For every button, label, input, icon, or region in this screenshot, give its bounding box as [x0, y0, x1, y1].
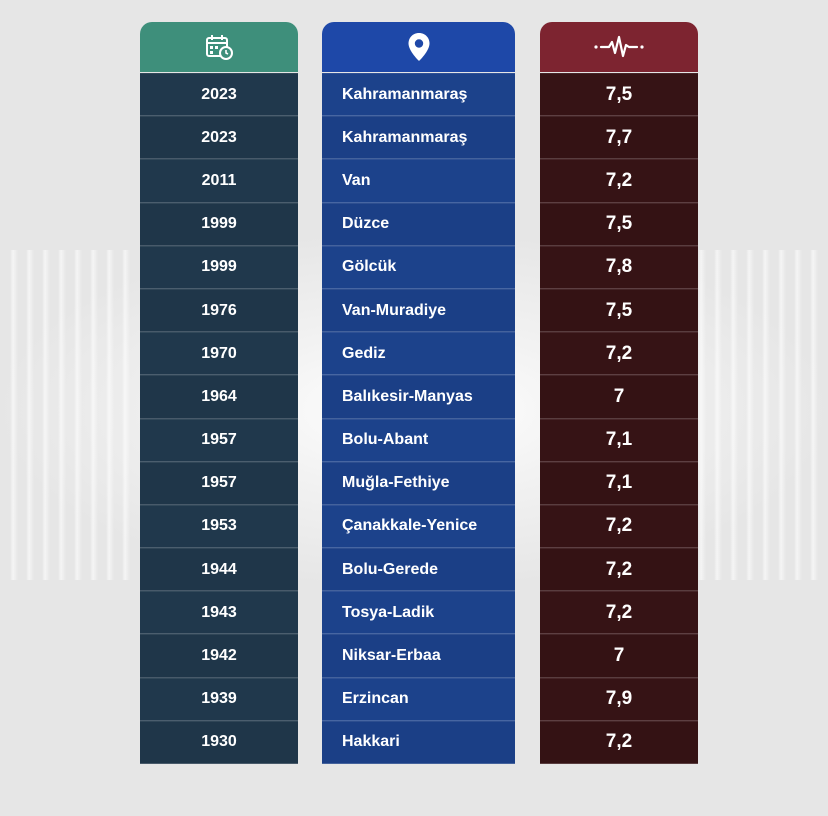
- location-cell: Gölcük: [322, 245, 515, 289]
- year-cell: 1942: [140, 634, 298, 678]
- location-cell: Çanakkale-Yenice: [322, 504, 515, 549]
- location-list: Kahramanmaraş Kahramanmaraş Van Düzce Gölcük…: [322, 73, 515, 764]
- magnitude-cell: 7,8: [540, 245, 698, 289]
- magnitude-cell: 7,1: [540, 418, 698, 462]
- year-cell: 1943: [140, 591, 298, 635]
- magnitude-cell: 7: [540, 375, 698, 419]
- location-pin-icon: [406, 31, 432, 63]
- year-cell: 1970: [140, 332, 298, 376]
- magnitude-cell: 7,5: [540, 73, 698, 117]
- magnitude-list: 7,5 7,7 7,2 7,5 7,8 7,5 7,2 7 7,1 7,1 7,2 7,2 7,2 7 7,…: [540, 73, 698, 764]
- heartbeat-pulse-icon: [593, 34, 645, 60]
- magnitude-cell: 7,5: [540, 202, 698, 246]
- location-cell: Muğla-Fethiye: [322, 461, 515, 505]
- location-cell: Bolu-Abant: [322, 418, 515, 462]
- location-cell: Niksar-Erbaa: [322, 634, 515, 678]
- year-cell: 1999: [140, 245, 298, 289]
- background-light-streaks-right: [698, 250, 818, 580]
- location-cell: Kahramanmaraş: [322, 116, 515, 160]
- location-cell: Balıkesir-Manyas: [322, 375, 515, 419]
- magnitude-cell: 7,2: [540, 332, 698, 376]
- magnitude-cell: 7,9: [540, 677, 698, 721]
- year-cell: 1957: [140, 461, 298, 505]
- magnitude-cell: 7,2: [540, 159, 698, 203]
- year-list: 2023 2023 2011 1999 1999 1976 1970 1964 1957 1957…: [140, 73, 298, 764]
- location-cell: Erzincan: [322, 677, 515, 721]
- magnitude-cell: 7,2: [540, 504, 698, 549]
- year-cell: 1953: [140, 504, 298, 549]
- year-cell: 2011: [140, 159, 298, 203]
- year-cell: 1999: [140, 202, 298, 246]
- location-cell: Van: [322, 159, 515, 203]
- year-cell: 1957: [140, 418, 298, 462]
- location-cell: Bolu-Gerede: [322, 548, 515, 592]
- location-column: Kahramanmaraş Kahramanmaraş Van Düzce Gölcük…: [322, 22, 515, 783]
- year-cell: 1976: [140, 288, 298, 333]
- calendar-clock-icon: [204, 32, 234, 62]
- year-column-header: [140, 22, 298, 72]
- magnitude-column: 7,5 7,7 7,2 7,5 7,8 7,5 7,2 7 7,1 7,1 7,2 7,2 7,2 7 7,…: [540, 22, 698, 783]
- background-light-streaks-left: [10, 250, 130, 580]
- year-cell: 1930: [140, 720, 298, 764]
- magnitude-cell: 7,2: [540, 591, 698, 635]
- location-cell: Gediz: [322, 332, 515, 376]
- location-cell: Düzce: [322, 202, 515, 246]
- location-cell: Tosya-Ladik: [322, 591, 515, 635]
- location-cell: Van-Muradiye: [322, 288, 515, 333]
- magnitude-column-header: [540, 22, 698, 72]
- year-cell: 2023: [140, 116, 298, 160]
- magnitude-cell: 7,2: [540, 548, 698, 592]
- magnitude-cell: 7,1: [540, 461, 698, 505]
- magnitude-cell: 7,5: [540, 288, 698, 333]
- magnitude-cell: 7,7: [540, 116, 698, 160]
- location-column-header: [322, 22, 515, 72]
- location-cell: Hakkari: [322, 720, 515, 764]
- magnitude-cell: 7,2: [540, 720, 698, 764]
- year-cell: 1964: [140, 375, 298, 419]
- year-cell: 1939: [140, 677, 298, 721]
- magnitude-cell: 7: [540, 634, 698, 678]
- year-cell: 2023: [140, 73, 298, 117]
- year-cell: 1944: [140, 548, 298, 592]
- year-column: 2023 2023 2011 1999 1999 1976 1970 1964 1957 1957…: [140, 22, 298, 783]
- location-cell: Kahramanmaraş: [322, 73, 515, 117]
